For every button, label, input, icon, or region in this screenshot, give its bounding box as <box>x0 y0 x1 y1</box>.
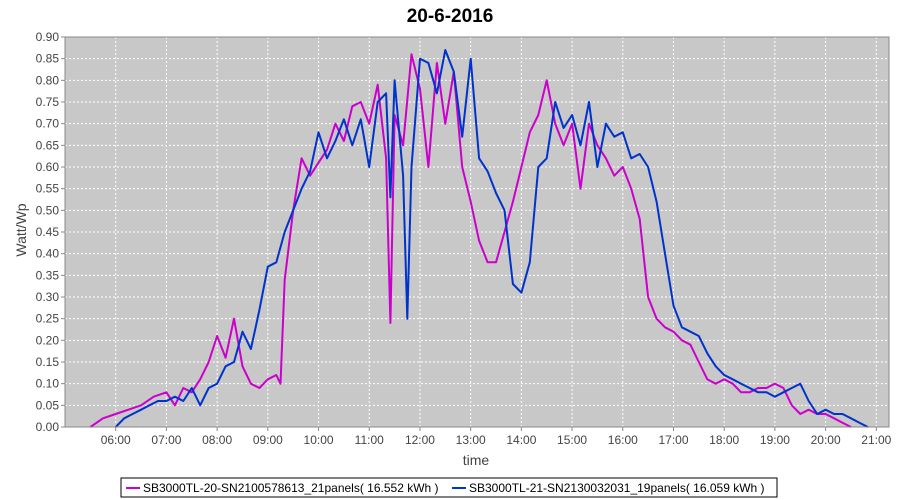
y-tick-label: 0.40 <box>36 247 60 261</box>
y-tick-label: 0.35 <box>36 268 60 282</box>
series-layer <box>89 49 869 428</box>
legend-label-2: SB3000TL-21-SN2130032031_19panels( 16.05… <box>469 481 765 495</box>
x-tick-label: 08:00 <box>202 433 232 447</box>
y-tick-label: 0.50 <box>36 203 60 217</box>
y-tick-label: 0.00 <box>36 420 60 434</box>
x-tick-label: 18:00 <box>709 433 739 447</box>
legend: SB3000TL-20-SN2100578613_21panels( 16.55… <box>120 477 778 498</box>
y-tick-label: 0.85 <box>36 52 60 66</box>
x-tick-label: 21:00 <box>861 433 891 447</box>
x-tick-label: 12:00 <box>405 433 435 447</box>
y-tick-label: 0.25 <box>36 312 60 326</box>
y-tick-label: 0.45 <box>36 225 60 239</box>
y-tick-label: 0.60 <box>36 160 60 174</box>
series-line-2 <box>114 49 869 428</box>
y-tick-label: 0.10 <box>36 377 60 391</box>
x-tick-label: 14:00 <box>506 433 536 447</box>
y-tick-label: 0.05 <box>36 398 60 412</box>
x-tick-label: 09:00 <box>253 433 283 447</box>
y-tick-label: 0.30 <box>36 290 60 304</box>
y-tick-label: 0.15 <box>36 355 60 369</box>
y-tick-label: 0.75 <box>36 95 60 109</box>
y-tick-label: 0.70 <box>36 117 60 131</box>
y-tick-label: 0.55 <box>36 182 60 196</box>
x-tick-label: 19:00 <box>760 433 790 447</box>
x-tick-label: 07:00 <box>151 433 181 447</box>
x-tick-label: 11:00 <box>355 433 384 447</box>
x-tick-label: 20:00 <box>811 433 841 447</box>
y-tick-label: 0.90 <box>36 30 60 44</box>
series-line-1 <box>89 53 852 428</box>
y-tick-label: 0.65 <box>36 138 60 152</box>
y-axis: 0.00 0.05 0.10 0.15 0.20 0.25 0.30 0.35 0.40 0.45… <box>36 30 65 434</box>
y-axis-label: Watt/Wp <box>13 203 29 256</box>
y-tick-label: 0.20 <box>36 333 60 347</box>
x-tick-label: 16:00 <box>608 433 638 447</box>
legend-label-1: SB3000TL-20-SN2100578613_21panels( 16.55… <box>143 481 439 495</box>
x-tick-label: 06:00 <box>101 433 131 447</box>
x-axis: 06:00 07:00 08:00 09:00 10:00 11:00 12:00 13:00… <box>101 427 892 447</box>
chart-title: 20-6-2016 <box>407 6 494 27</box>
x-tick-label: 10:00 <box>304 433 334 447</box>
x-tick-label: 13:00 <box>456 433 486 447</box>
x-axis-label: time <box>463 452 490 468</box>
legend-box <box>120 477 778 498</box>
y-tick-label: 0.80 <box>36 73 60 87</box>
grid-lines <box>65 36 889 428</box>
x-tick-label: 17:00 <box>658 433 688 447</box>
x-tick-label: 15:00 <box>557 433 587 447</box>
